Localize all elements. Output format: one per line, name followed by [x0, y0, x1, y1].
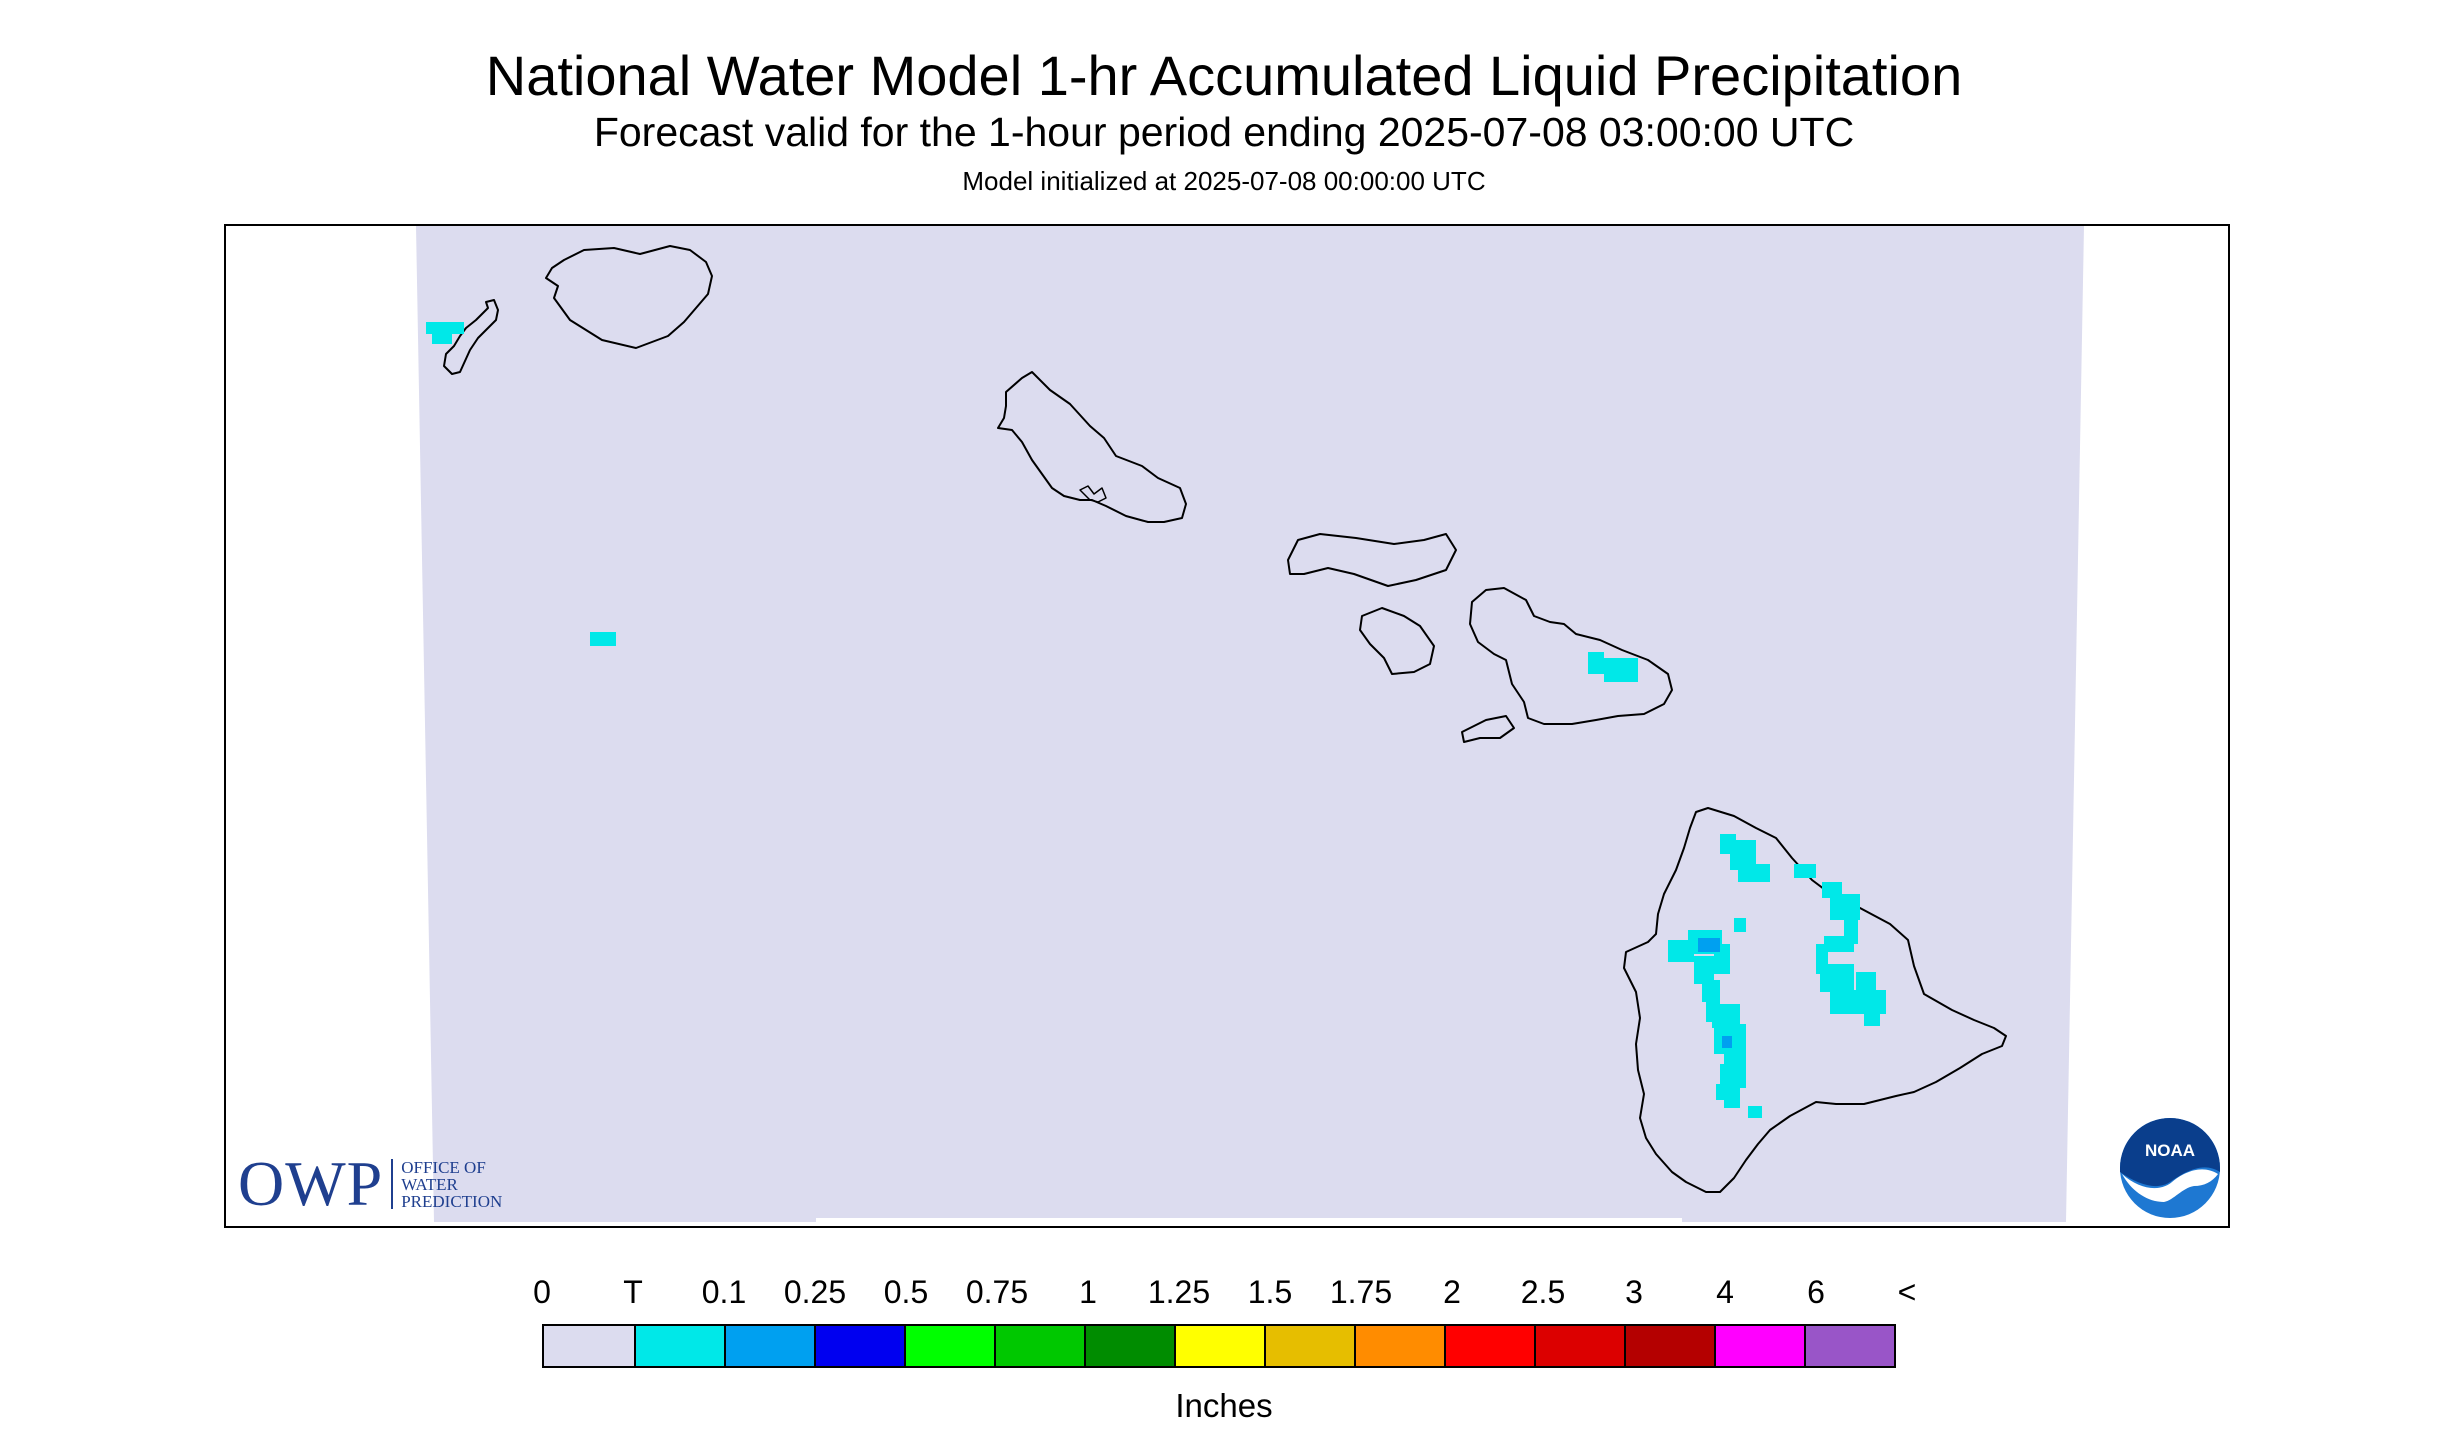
legend-label: 1.5	[1247, 1274, 1293, 1310]
legend-swatch	[1174, 1326, 1264, 1366]
precip-cell	[426, 322, 464, 334]
legend-label: 6	[1807, 1274, 1825, 1310]
color-legend-bar	[542, 1324, 1896, 1368]
legend-swatch	[994, 1326, 1084, 1366]
precip-cell	[1864, 1012, 1880, 1026]
precip-cell	[1734, 918, 1746, 932]
owp-abbr: OWP	[238, 1148, 384, 1219]
noaa-wordmark: NOAA	[2145, 1141, 2195, 1160]
legend-label: 0.75	[965, 1274, 1029, 1310]
legend-swatch	[904, 1326, 994, 1366]
precipitation-cells	[426, 322, 1886, 1118]
island-kauai	[545, 245, 713, 349]
forecast-valid-subtitle: Forecast valid for the 1-hour period end…	[593, 109, 1855, 155]
precip-cell	[1668, 940, 1694, 962]
legend-swatch	[544, 1326, 634, 1366]
legend-swatch	[1714, 1326, 1804, 1366]
legend-label: 1.25	[1147, 1274, 1211, 1310]
island-hawaii	[1623, 807, 2007, 1193]
precipitation-map	[224, 224, 2230, 1228]
legend-label: 1.75	[1329, 1274, 1393, 1310]
owp-line1: OFFICE OF	[401, 1157, 486, 1177]
precip-cell	[1588, 652, 1604, 674]
legend-swatch	[1444, 1326, 1534, 1366]
precip-cell	[1830, 988, 1854, 1014]
owp-line2: WATER	[401, 1174, 458, 1194]
owp-name: OFFICE OF WATER PREDICTION	[401, 1159, 502, 1210]
owp-divider	[391, 1159, 394, 1209]
noaa-logo: NOAA	[2120, 1118, 2220, 1218]
island-oahu	[997, 371, 1187, 523]
precip-cell	[1794, 864, 1816, 878]
map-title: National Water Model 1-hr Accumulated Li…	[485, 44, 1963, 107]
legend-units: Inches	[1175, 1387, 1273, 1424]
legend-swatch	[1804, 1326, 1894, 1366]
legend-label: 4	[1716, 1274, 1734, 1310]
owp-logo: OWP OFFICE OF WATER PREDICTION	[238, 1152, 502, 1216]
precip-cell	[1698, 938, 1720, 952]
legend-swatch	[814, 1326, 904, 1366]
legend-label: T	[623, 1274, 643, 1310]
legend-label: 0	[533, 1274, 551, 1310]
owp-line3: PREDICTION	[401, 1191, 503, 1211]
legend-labels: 0 T 0.1 0.25 0.5 0.75 1 1.25 1.5 1.75 2 2.5 3 4 6 <	[0, 1272, 2448, 1312]
precip-cell	[590, 632, 616, 646]
precip-cell	[1854, 990, 1886, 1014]
precip-cell	[1738, 864, 1770, 882]
legend-label: 0.25	[783, 1274, 847, 1310]
legend-swatch	[724, 1326, 814, 1366]
legend-label: 2	[1443, 1274, 1461, 1310]
legend-label: 2.5	[1520, 1274, 1566, 1310]
legend-swatch	[1624, 1326, 1714, 1366]
precip-cell	[1856, 972, 1876, 990]
precip-cell	[432, 334, 452, 344]
precip-cell	[1722, 1036, 1732, 1048]
precip-cell	[1702, 980, 1720, 1002]
precip-cell	[1724, 1084, 1740, 1108]
legend-label: 1	[1079, 1274, 1097, 1310]
legend-label: 3	[1625, 1274, 1643, 1310]
legend-swatch	[634, 1326, 724, 1366]
legend-swatch	[1354, 1326, 1444, 1366]
legend-label: <	[1897, 1274, 1917, 1310]
legend-swatch	[1534, 1326, 1624, 1366]
island-maui	[1469, 587, 1673, 725]
precip-cell	[1748, 1106, 1762, 1118]
model-initialized-line: Model initialized at 2025-07-08 00:00:00…	[962, 166, 1486, 196]
legend-label: 0.1	[701, 1274, 747, 1310]
island-lanai	[1359, 607, 1435, 675]
model-domain	[416, 226, 2084, 1222]
island-kahoolawe	[1461, 715, 1515, 743]
legend-swatch	[1264, 1326, 1354, 1366]
pearl-harbor	[1079, 485, 1107, 503]
legend-label: 0.5	[883, 1274, 929, 1310]
precip-cell	[1604, 658, 1638, 682]
island-molokai	[1287, 533, 1457, 587]
precip-cell	[1820, 964, 1854, 992]
precip-cell	[1824, 936, 1854, 952]
precip-cell	[1694, 956, 1714, 984]
legend-swatch	[1084, 1326, 1174, 1366]
